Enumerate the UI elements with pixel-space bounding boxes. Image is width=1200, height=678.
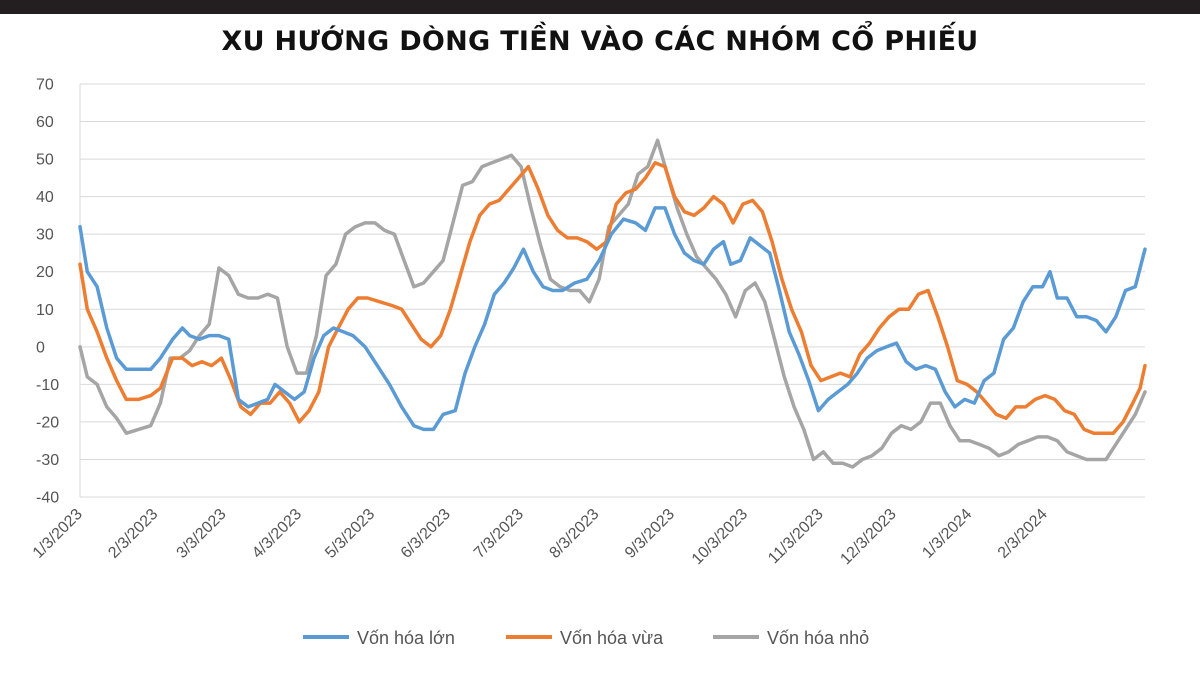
legend: Vốn hóa lớn Vốn hóa vừa Vốn hóa nhỏ <box>303 628 869 648</box>
x-tick-label: 10/3/2023 <box>689 506 751 568</box>
y-tick-label: 30 <box>36 227 54 244</box>
y-axis-ticks: 70 60 50 40 30 20 10 0 -10 -20 -30 -40 <box>36 77 59 507</box>
x-axis-ticks: 1/3/2023 2/3/2023 3/3/2023 4/3/2023 5/3/2023… <box>30 506 1051 568</box>
y-tick-label: -30 <box>36 452 59 469</box>
x-tick-label: 2/3/2024 <box>995 506 1051 562</box>
y-tick-label: -20 <box>36 414 59 431</box>
y-tick-label: 20 <box>36 264 54 281</box>
legend-label: Vốn hóa lớn <box>357 628 455 648</box>
series-line-3 <box>78 138 1147 469</box>
x-tick-label: 2/3/2023 <box>105 506 161 562</box>
x-tick-label: 5/3/2023 <box>322 506 378 562</box>
series-lines <box>78 138 1147 469</box>
x-tick-label: 6/3/2023 <box>398 506 454 562</box>
legend-label: Vốn hóa vừa <box>560 628 664 648</box>
gridlines <box>79 83 1145 498</box>
x-tick-label: 9/3/2023 <box>622 506 678 562</box>
chart-title: XU HƯỚNG DÒNG TIỀN VÀO CÁC NHÓM CỔ PHIẾU <box>221 26 979 57</box>
x-tick-label: 8/3/2023 <box>546 506 602 562</box>
series-line-1 <box>78 206 1147 432</box>
y-tick-label: -10 <box>36 377 59 394</box>
x-tick-label: 1/3/2024 <box>919 506 975 562</box>
y-tick-label: 50 <box>36 152 54 169</box>
y-tick-label: 60 <box>36 114 54 131</box>
x-tick-label: 4/3/2023 <box>249 506 305 562</box>
x-tick-label: 1/3/2023 <box>30 506 86 562</box>
y-tick-label: 10 <box>36 302 54 319</box>
x-tick-label: 12/3/2023 <box>837 506 899 568</box>
legend-label: Vốn hóa nhỏ <box>767 628 869 648</box>
y-tick-label: 0 <box>36 339 45 356</box>
y-tick-label: 70 <box>36 77 54 94</box>
y-tick-label: 40 <box>36 189 54 206</box>
x-tick-label: 7/3/2023 <box>471 506 527 562</box>
series-line-2 <box>78 161 1147 435</box>
top-bar <box>0 0 1200 14</box>
y-tick-label: -40 <box>36 490 59 507</box>
x-tick-label: 3/3/2023 <box>174 506 230 562</box>
x-tick-label: 11/3/2023 <box>765 506 827 568</box>
